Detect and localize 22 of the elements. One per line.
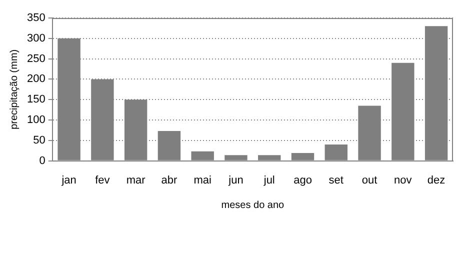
y-tick-label: 350 <box>26 12 46 24</box>
x-tick-label: jul <box>262 174 275 186</box>
x-tick-label: jan <box>60 174 76 186</box>
x-tick-label: dez <box>427 174 446 186</box>
y-tick-label: 0 <box>39 154 46 167</box>
y-tick-label: 300 <box>26 32 46 44</box>
x-tick-label: mai <box>194 174 212 186</box>
y-tick-label: 50 <box>33 134 46 146</box>
x-tick-label: nov <box>394 174 412 186</box>
y-tick-label: 250 <box>26 52 46 65</box>
y-tick-label: 200 <box>26 73 46 86</box>
x-tick-label: mar <box>126 174 146 186</box>
x-tick-label: out <box>362 174 378 186</box>
y-tick-label: 150 <box>26 94 46 106</box>
x-tick-label: jun <box>228 174 244 186</box>
x-tick-label: abr <box>161 174 178 186</box>
x-tick-label: fev <box>95 174 110 186</box>
y-axis-title: precipitação (mm) <box>8 49 20 130</box>
x-tick-label: ago <box>294 174 312 186</box>
y-tick-label: 100 <box>26 114 46 126</box>
x-axis-title: meses do ano <box>221 200 285 211</box>
x-tick-label: set <box>328 174 344 186</box>
